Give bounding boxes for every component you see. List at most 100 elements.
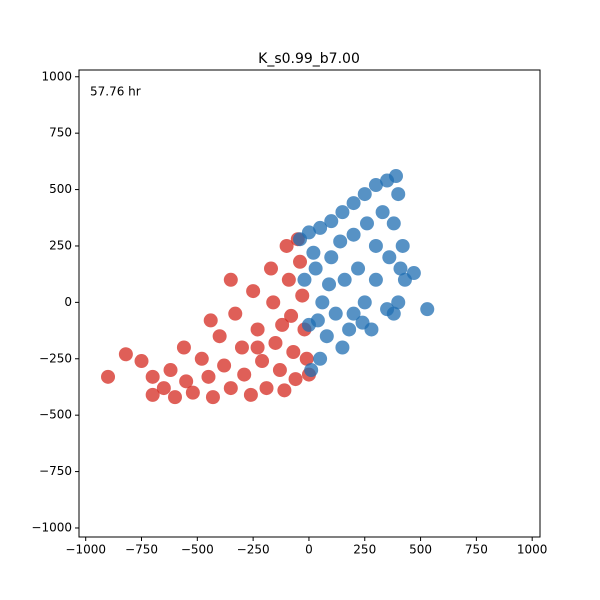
point bbox=[313, 351, 328, 366]
point bbox=[101, 369, 116, 384]
point bbox=[324, 214, 339, 229]
point bbox=[268, 335, 283, 350]
point bbox=[386, 216, 401, 231]
chart-title: K_s0.99_b7.00 bbox=[258, 51, 360, 67]
point bbox=[346, 306, 361, 321]
point bbox=[333, 234, 348, 249]
plot-frame bbox=[78, 69, 541, 538]
point bbox=[351, 261, 366, 276]
point bbox=[368, 272, 383, 287]
point bbox=[203, 313, 218, 328]
x-tick-label: 500 bbox=[409, 543, 432, 557]
point bbox=[308, 261, 323, 276]
y-tick-label: 250 bbox=[49, 238, 72, 252]
point bbox=[313, 220, 328, 235]
point bbox=[324, 250, 339, 265]
y-tick-label: 1000 bbox=[41, 69, 72, 83]
point bbox=[243, 387, 258, 402]
point bbox=[346, 227, 361, 242]
point bbox=[185, 385, 200, 400]
point bbox=[295, 288, 310, 303]
point bbox=[293, 254, 308, 269]
point bbox=[228, 306, 243, 321]
point bbox=[272, 363, 287, 378]
point bbox=[266, 295, 281, 310]
point bbox=[205, 390, 220, 405]
point bbox=[357, 295, 372, 310]
point bbox=[355, 315, 370, 330]
point bbox=[389, 169, 404, 184]
y-tick-label: 500 bbox=[49, 182, 72, 196]
point bbox=[391, 295, 406, 310]
x-tick-label: 0 bbox=[305, 543, 313, 557]
x-tick-label: 1000 bbox=[517, 543, 548, 557]
point bbox=[342, 322, 357, 337]
point bbox=[250, 322, 265, 337]
point bbox=[156, 381, 171, 396]
y-tick-label: −250 bbox=[39, 351, 72, 365]
point bbox=[393, 261, 408, 276]
point bbox=[315, 295, 330, 310]
y-tick-label: 750 bbox=[49, 126, 72, 140]
y-tick-label: −500 bbox=[39, 408, 72, 422]
point bbox=[299, 351, 314, 366]
x-tick-label: 750 bbox=[465, 543, 488, 557]
point bbox=[134, 354, 149, 369]
x-tick-label: −1000 bbox=[65, 543, 106, 557]
x-tick-label: −250 bbox=[237, 543, 270, 557]
point bbox=[382, 250, 397, 265]
point bbox=[279, 238, 294, 253]
points bbox=[101, 169, 435, 405]
y-tick-label: 0 bbox=[64, 295, 72, 309]
point bbox=[335, 340, 350, 355]
point bbox=[223, 381, 238, 396]
point bbox=[179, 374, 194, 389]
point bbox=[145, 369, 160, 384]
point bbox=[145, 387, 160, 402]
point bbox=[310, 313, 325, 328]
point bbox=[375, 205, 390, 220]
point bbox=[286, 345, 301, 360]
point bbox=[359, 216, 374, 231]
x-tick-label: 250 bbox=[353, 543, 376, 557]
point bbox=[223, 272, 238, 287]
x-tick-label: −750 bbox=[125, 543, 158, 557]
point bbox=[284, 308, 299, 323]
x-tick-label: −500 bbox=[181, 543, 214, 557]
point bbox=[368, 238, 383, 253]
point bbox=[201, 369, 216, 384]
point bbox=[234, 340, 249, 355]
point bbox=[118, 347, 133, 362]
point bbox=[368, 178, 383, 193]
point bbox=[301, 225, 316, 240]
point bbox=[167, 390, 182, 405]
y-tick-label: −750 bbox=[39, 464, 72, 478]
point bbox=[246, 284, 261, 299]
point bbox=[281, 272, 296, 287]
point bbox=[391, 187, 406, 202]
point bbox=[288, 372, 303, 387]
point bbox=[176, 340, 191, 355]
point bbox=[337, 272, 352, 287]
point bbox=[335, 205, 350, 220]
point bbox=[306, 245, 321, 260]
point bbox=[380, 302, 395, 317]
point bbox=[259, 381, 274, 396]
point bbox=[319, 329, 334, 344]
point bbox=[297, 272, 312, 287]
annotation: 57.76 hr bbox=[90, 85, 141, 99]
point bbox=[322, 277, 337, 292]
point bbox=[406, 266, 421, 281]
point bbox=[255, 354, 270, 369]
point bbox=[357, 187, 372, 202]
point bbox=[250, 340, 265, 355]
point bbox=[194, 351, 209, 366]
point bbox=[420, 302, 435, 317]
point bbox=[263, 261, 278, 276]
point bbox=[304, 363, 319, 378]
point bbox=[275, 317, 290, 332]
y-tick-label: −1000 bbox=[31, 520, 72, 534]
point bbox=[395, 238, 410, 253]
point bbox=[217, 358, 232, 373]
